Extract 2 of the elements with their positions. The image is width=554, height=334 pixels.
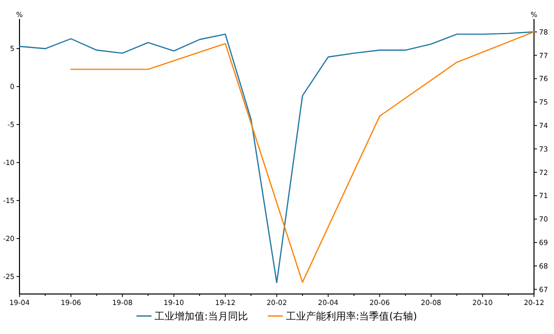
legend-label: 工业增加值:当月同比 bbox=[154, 310, 248, 322]
legend-label: 工业产能利用率:当季值(右轴) bbox=[286, 310, 418, 322]
